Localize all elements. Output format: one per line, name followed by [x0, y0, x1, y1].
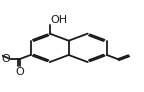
- Text: O: O: [2, 54, 11, 64]
- Text: O: O: [15, 67, 24, 77]
- Text: OH: OH: [50, 15, 68, 25]
